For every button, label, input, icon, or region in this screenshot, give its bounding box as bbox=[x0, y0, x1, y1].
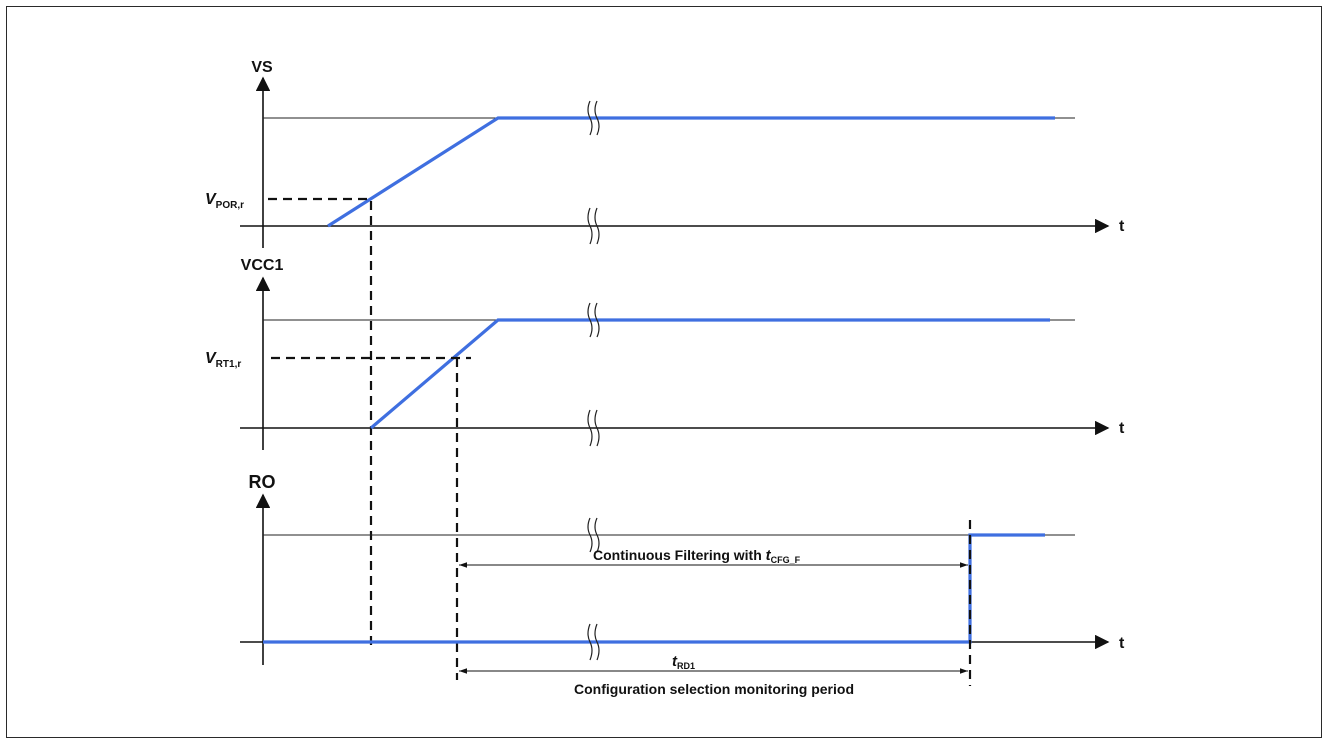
vcc1-break-marker bbox=[587, 302, 600, 447]
vcc1-panel: VCC1 t VRT1,r bbox=[205, 257, 1125, 680]
monitoring-period-label: Configuration selection monitoring perio… bbox=[574, 681, 854, 697]
vs-axis-label: VS bbox=[251, 59, 273, 76]
vpor-label: VPOR,r bbox=[205, 191, 244, 211]
filtering-label: Continuous Filtering with tCFG_F bbox=[593, 547, 801, 565]
vs-por-threshold bbox=[268, 197, 373, 648]
trd1-label: tRD1 bbox=[672, 653, 695, 671]
ro-panel: RO t Continuous Filtering with tCFG_F tR… bbox=[240, 472, 1125, 697]
ro-break-marker bbox=[587, 517, 600, 661]
vcc1-signal bbox=[369, 318, 1050, 430]
vs-signal bbox=[327, 116, 1055, 228]
vs-time-label: t bbox=[1119, 218, 1125, 235]
vrt1-label: VRT1,r bbox=[205, 350, 241, 370]
ro-time-label: t bbox=[1119, 635, 1125, 652]
vcc1-axis-label: VCC1 bbox=[241, 257, 284, 274]
vs-break-marker bbox=[587, 100, 600, 245]
diagram-frame bbox=[6, 6, 1322, 738]
vcc1-time-label: t bbox=[1119, 420, 1125, 437]
ro-axis-label: RO bbox=[249, 472, 276, 492]
vs-panel: VS t VPOR,r bbox=[205, 59, 1125, 648]
